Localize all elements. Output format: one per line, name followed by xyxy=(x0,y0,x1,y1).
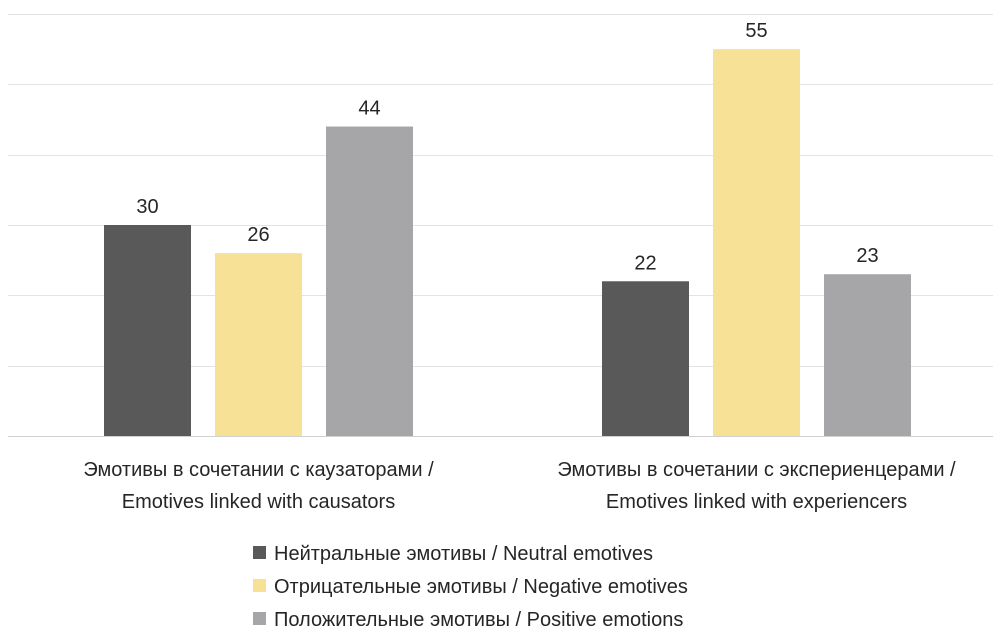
category-label: Эмотивы в сочетании с экспериенцерами / xyxy=(557,459,956,481)
legend-swatch xyxy=(253,612,266,625)
bar xyxy=(326,126,413,437)
bar xyxy=(602,281,689,436)
data-label: 26 xyxy=(247,224,269,246)
legend-swatch xyxy=(253,546,266,559)
bar xyxy=(215,253,302,436)
category-label: Эмотивы в сочетании с каузаторами / xyxy=(83,459,434,481)
legend: Нейтральные эмотивы / Neutral emotives От… xyxy=(253,543,688,631)
data-label: 22 xyxy=(634,252,656,274)
legend-swatch xyxy=(253,579,266,592)
bar xyxy=(104,225,191,436)
data-label: 44 xyxy=(358,98,380,120)
data-label: 30 xyxy=(136,196,158,218)
data-labels: 30 22 26 55 44 23 xyxy=(136,20,878,274)
data-label: 55 xyxy=(745,20,767,42)
legend-label: Положительные эмотивы / Positive emotion… xyxy=(274,609,683,631)
category-label: Emotives linked with causators xyxy=(122,491,395,513)
bar xyxy=(713,49,800,437)
bar xyxy=(824,274,911,436)
category-labels: Эмотивы в сочетании с каузаторами / Emoti… xyxy=(83,459,956,513)
legend-label: Нейтральные эмотивы / Neutral emotives xyxy=(274,543,653,565)
legend-label: Отрицательные эмотивы / Negative emotive… xyxy=(274,576,688,598)
category-label: Emotives linked with experiencers xyxy=(606,491,907,513)
data-label: 23 xyxy=(856,245,878,267)
bars xyxy=(104,49,911,437)
